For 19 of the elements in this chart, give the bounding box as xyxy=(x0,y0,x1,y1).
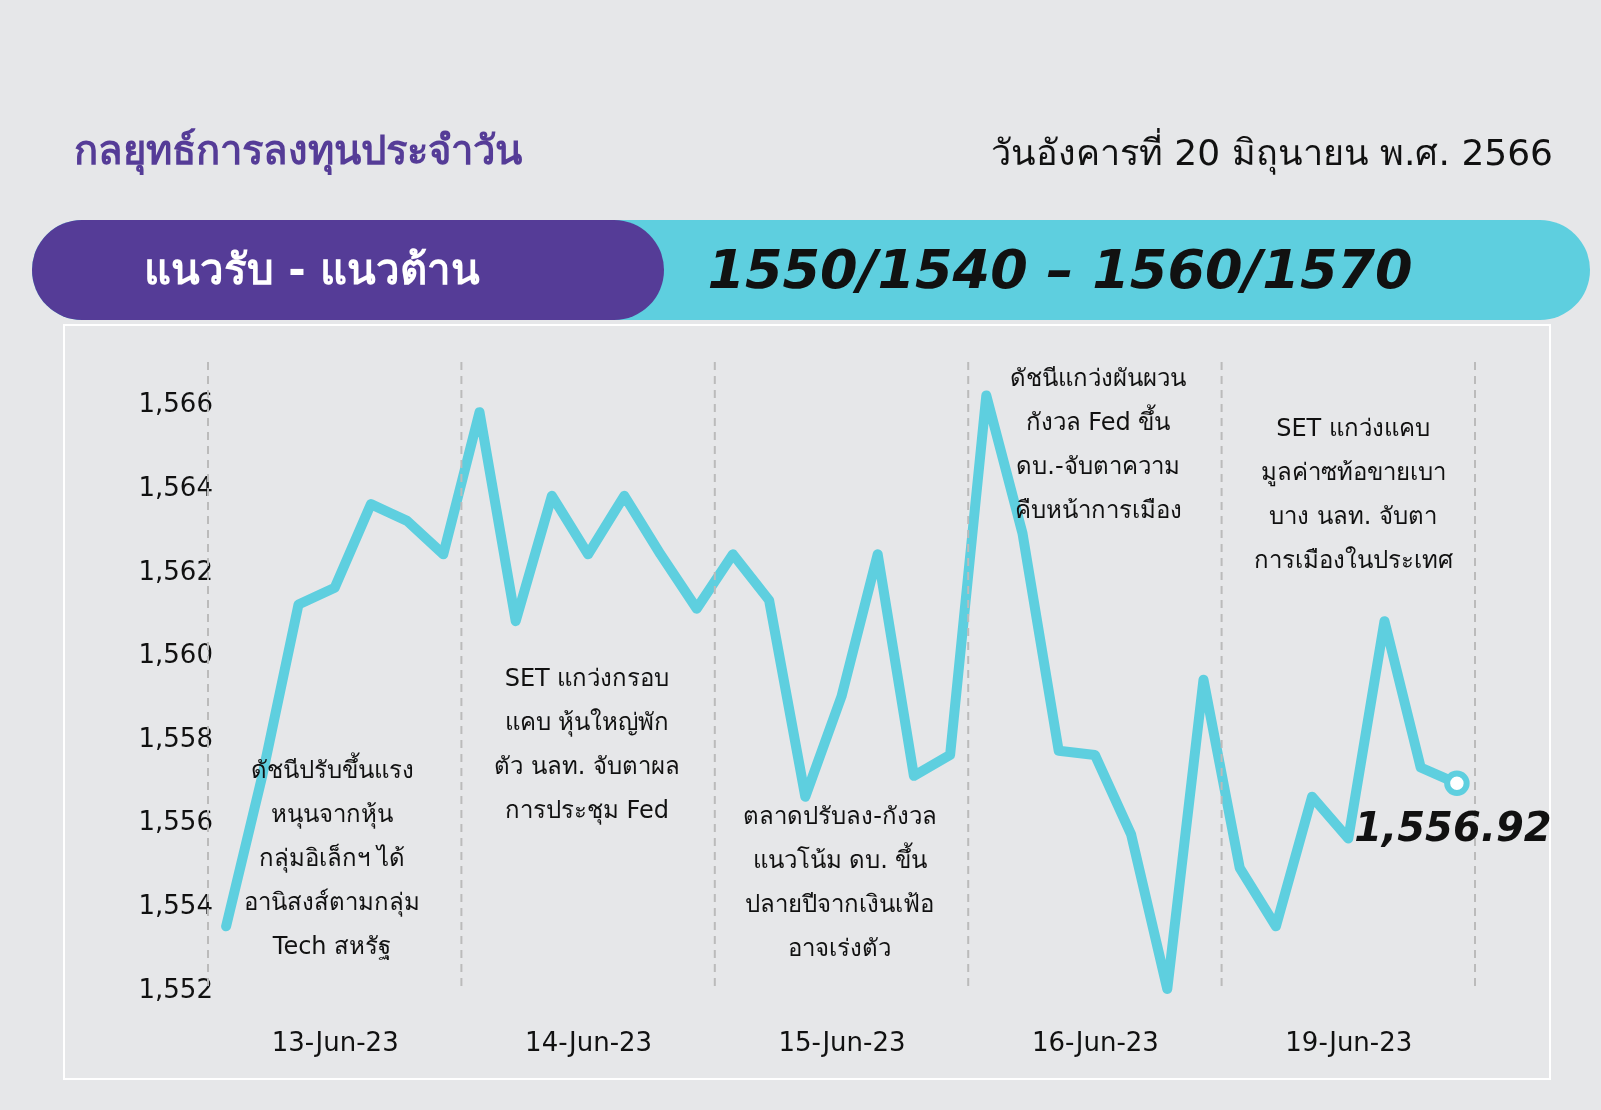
y-tick-label: 1,562 xyxy=(138,555,213,586)
x-tick-label: 15-Jun-23 xyxy=(778,1026,906,1057)
y-tick-label: 1,560 xyxy=(138,639,213,670)
y-tick-label: 1,552 xyxy=(138,973,213,1004)
y-tick-label: 1,566 xyxy=(138,388,213,419)
annotation: SET แกว่งกรอบ แคบ หุ้นใหญ่พัก ตัว นลท. จับตาผล การประชุม Fed xyxy=(494,663,680,827)
chart-subtitle: วันอังคารที่ 20 มิถุนายน พ.ศ. 2566 xyxy=(990,127,1553,177)
text: แนวรับ - แนวต้าน xyxy=(142,244,482,296)
y-tick-label: 1,558 xyxy=(138,722,213,753)
data-label: 1,556.92 xyxy=(1354,804,1552,851)
x-tick-label: 16-Jun-23 xyxy=(1031,1026,1159,1057)
x-tick-label: 19-Jun-23 xyxy=(1285,1026,1413,1057)
annotation: SET แกว่งแคบ มูลค่าซท้อขายเบา บาง นลท. จับตา การเมืองในประเทศ xyxy=(1253,413,1453,576)
x-tick-label: 13-Jun-23 xyxy=(271,1026,399,1057)
y-tick-label: 1,556 xyxy=(138,806,213,837)
text: 1550/1540 – 1560/1570 xyxy=(706,237,1414,303)
chart-title: กลยุทธ์การลงทุนประจำวัน xyxy=(74,126,522,177)
annotation: ตลาดปรับลง-กังวล แนวโน้ม ดบ. ขึ้น ปลายปีจากเงินเฟ้อ อาจเร่งตัว xyxy=(743,801,937,964)
x-tick-label: 14-Jun-23 xyxy=(525,1026,653,1057)
